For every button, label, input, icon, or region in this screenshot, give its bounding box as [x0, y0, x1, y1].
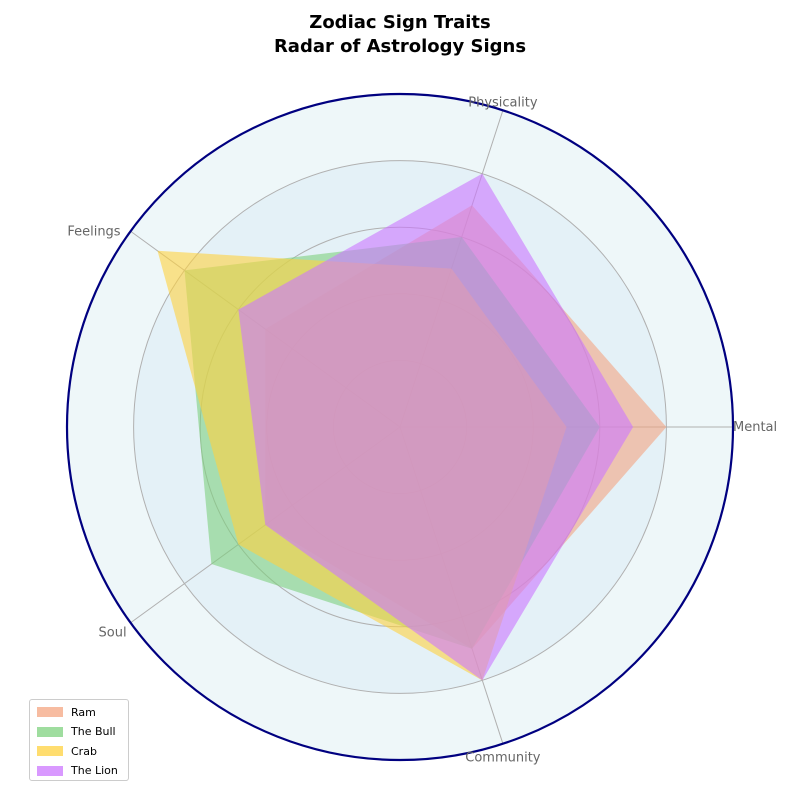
legend-swatch: [37, 765, 63, 776]
outer-ring: [65, 92, 735, 762]
axis-label-mental: Mental: [733, 420, 777, 435]
axis-label-feelings: Feelings: [67, 224, 120, 239]
axis-label-soul: Soul: [99, 626, 127, 641]
legend-item: The Lion: [37, 764, 118, 778]
legend-swatch: [37, 707, 63, 717]
axis-label-community: Community: [465, 751, 541, 766]
legend-item: The Bull: [37, 725, 116, 739]
legend-label: The Lion: [71, 764, 118, 777]
legend-label: The Bull: [71, 725, 116, 738]
legend-item: Ram: [37, 705, 96, 719]
legend-label: Crab: [71, 744, 97, 758]
legend: Ram The Bull Crab The Lion: [29, 699, 129, 781]
axis-label-physicality: Physicality: [468, 95, 538, 110]
legend-item: Crab: [37, 744, 97, 758]
chart-title: Zodiac Sign Traits: [309, 12, 491, 33]
series-area-the-lion: [238, 173, 634, 681]
chart-subtitle: Radar of Astrology Signs: [273, 36, 527, 57]
legend-label: Ram: [71, 705, 96, 719]
legend-swatch: [37, 726, 63, 737]
legend-swatch: [37, 746, 63, 756]
